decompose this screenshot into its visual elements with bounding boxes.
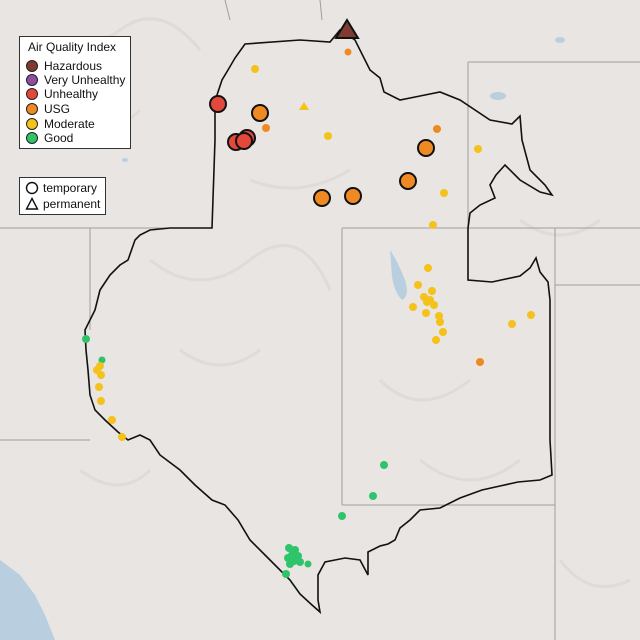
hazardous-swatch: [26, 60, 38, 72]
marker-moderate-permanent: [299, 102, 309, 110]
marker-moderate: [251, 65, 259, 73]
monitor-type-legend: temporary permanent: [19, 177, 106, 215]
lakes: [122, 37, 565, 300]
marker-moderate: [95, 383, 103, 391]
marker-hazardous-permanent: [334, 18, 360, 39]
legend-title: Air Quality Index: [28, 40, 117, 54]
unhealthy-swatch: [26, 88, 38, 100]
marker-moderate: [439, 328, 447, 336]
marker-moderate: [422, 309, 430, 317]
marker-moderate: [508, 320, 516, 328]
marker-moderate: [97, 371, 105, 379]
marker-good: [282, 570, 290, 578]
legend-label: permanent: [43, 197, 101, 211]
marker-moderate: [97, 397, 105, 405]
marker-usg: [399, 172, 417, 190]
aqi-legend: Air Quality Index Hazardous Very Unhealt…: [19, 36, 131, 149]
marker-moderate: [428, 287, 436, 295]
marker-moderate: [118, 433, 126, 441]
marker-usg: [262, 124, 270, 132]
marker-good: [296, 558, 304, 566]
legend-label: Unhealthy: [44, 87, 99, 101]
marker-good: [369, 492, 377, 500]
marker-moderate: [430, 301, 438, 309]
marker-moderate: [414, 281, 422, 289]
legend-item-permanent: permanent: [25, 197, 100, 211]
marker-moderate: [108, 416, 116, 424]
legend-label: Hazardous: [44, 59, 103, 73]
marker-unhealthy: [235, 132, 253, 150]
marker-moderate: [435, 312, 443, 320]
marker-usg: [433, 125, 441, 133]
marker-moderate: [436, 318, 444, 326]
moderate-swatch: [26, 118, 38, 130]
marker-moderate: [527, 311, 535, 319]
marker-moderate: [474, 145, 482, 153]
pacific-ocean: [0, 560, 55, 640]
marker-good: [286, 560, 294, 568]
triangle-icon: [25, 197, 39, 210]
marker-moderate: [423, 298, 431, 306]
legend-label: temporary: [43, 181, 98, 195]
legend-item-usg: USG: [26, 102, 70, 116]
marker-moderate: [440, 189, 448, 197]
legend-label: Very Unhealthy: [44, 73, 126, 87]
legend-item-very-unhealthy: Very Unhealthy: [26, 73, 125, 87]
marker-usg: [251, 104, 269, 122]
marker-moderate: [432, 336, 440, 344]
legend-item-temporary: temporary: [25, 181, 97, 195]
legend-label: Good: [44, 131, 74, 145]
legend-label: Moderate: [44, 117, 95, 131]
circle-icon: [25, 181, 39, 195]
marker-moderate: [429, 221, 437, 229]
very-unhealthy-swatch: [26, 74, 38, 86]
legend-item-moderate: Moderate: [26, 117, 95, 131]
marker-good: [98, 356, 106, 364]
marker-usg: [417, 139, 435, 157]
marker-good: [380, 461, 388, 469]
marker-good: [82, 335, 90, 343]
legend-item-good: Good: [26, 131, 73, 145]
marker-unhealthy: [209, 95, 227, 113]
marker-moderate: [409, 303, 417, 311]
legend-item-hazardous: Hazardous: [26, 59, 102, 73]
marker-moderate: [324, 132, 332, 140]
monitor-markers-small: [82, 48, 535, 578]
marker-usg: [344, 187, 362, 205]
marker-moderate: [424, 264, 432, 272]
marker-good: [338, 512, 346, 520]
usg-swatch: [26, 103, 38, 115]
legend-label: USG: [44, 102, 71, 116]
marker-good: [304, 560, 312, 568]
legend-item-unhealthy: Unhealthy: [26, 87, 98, 101]
region-outline: [84, 28, 554, 615]
marker-usg: [344, 48, 352, 56]
marker-usg: [476, 358, 484, 366]
good-swatch: [26, 132, 38, 144]
monitor-markers-large: [209, 18, 435, 207]
marker-usg: [313, 189, 331, 207]
